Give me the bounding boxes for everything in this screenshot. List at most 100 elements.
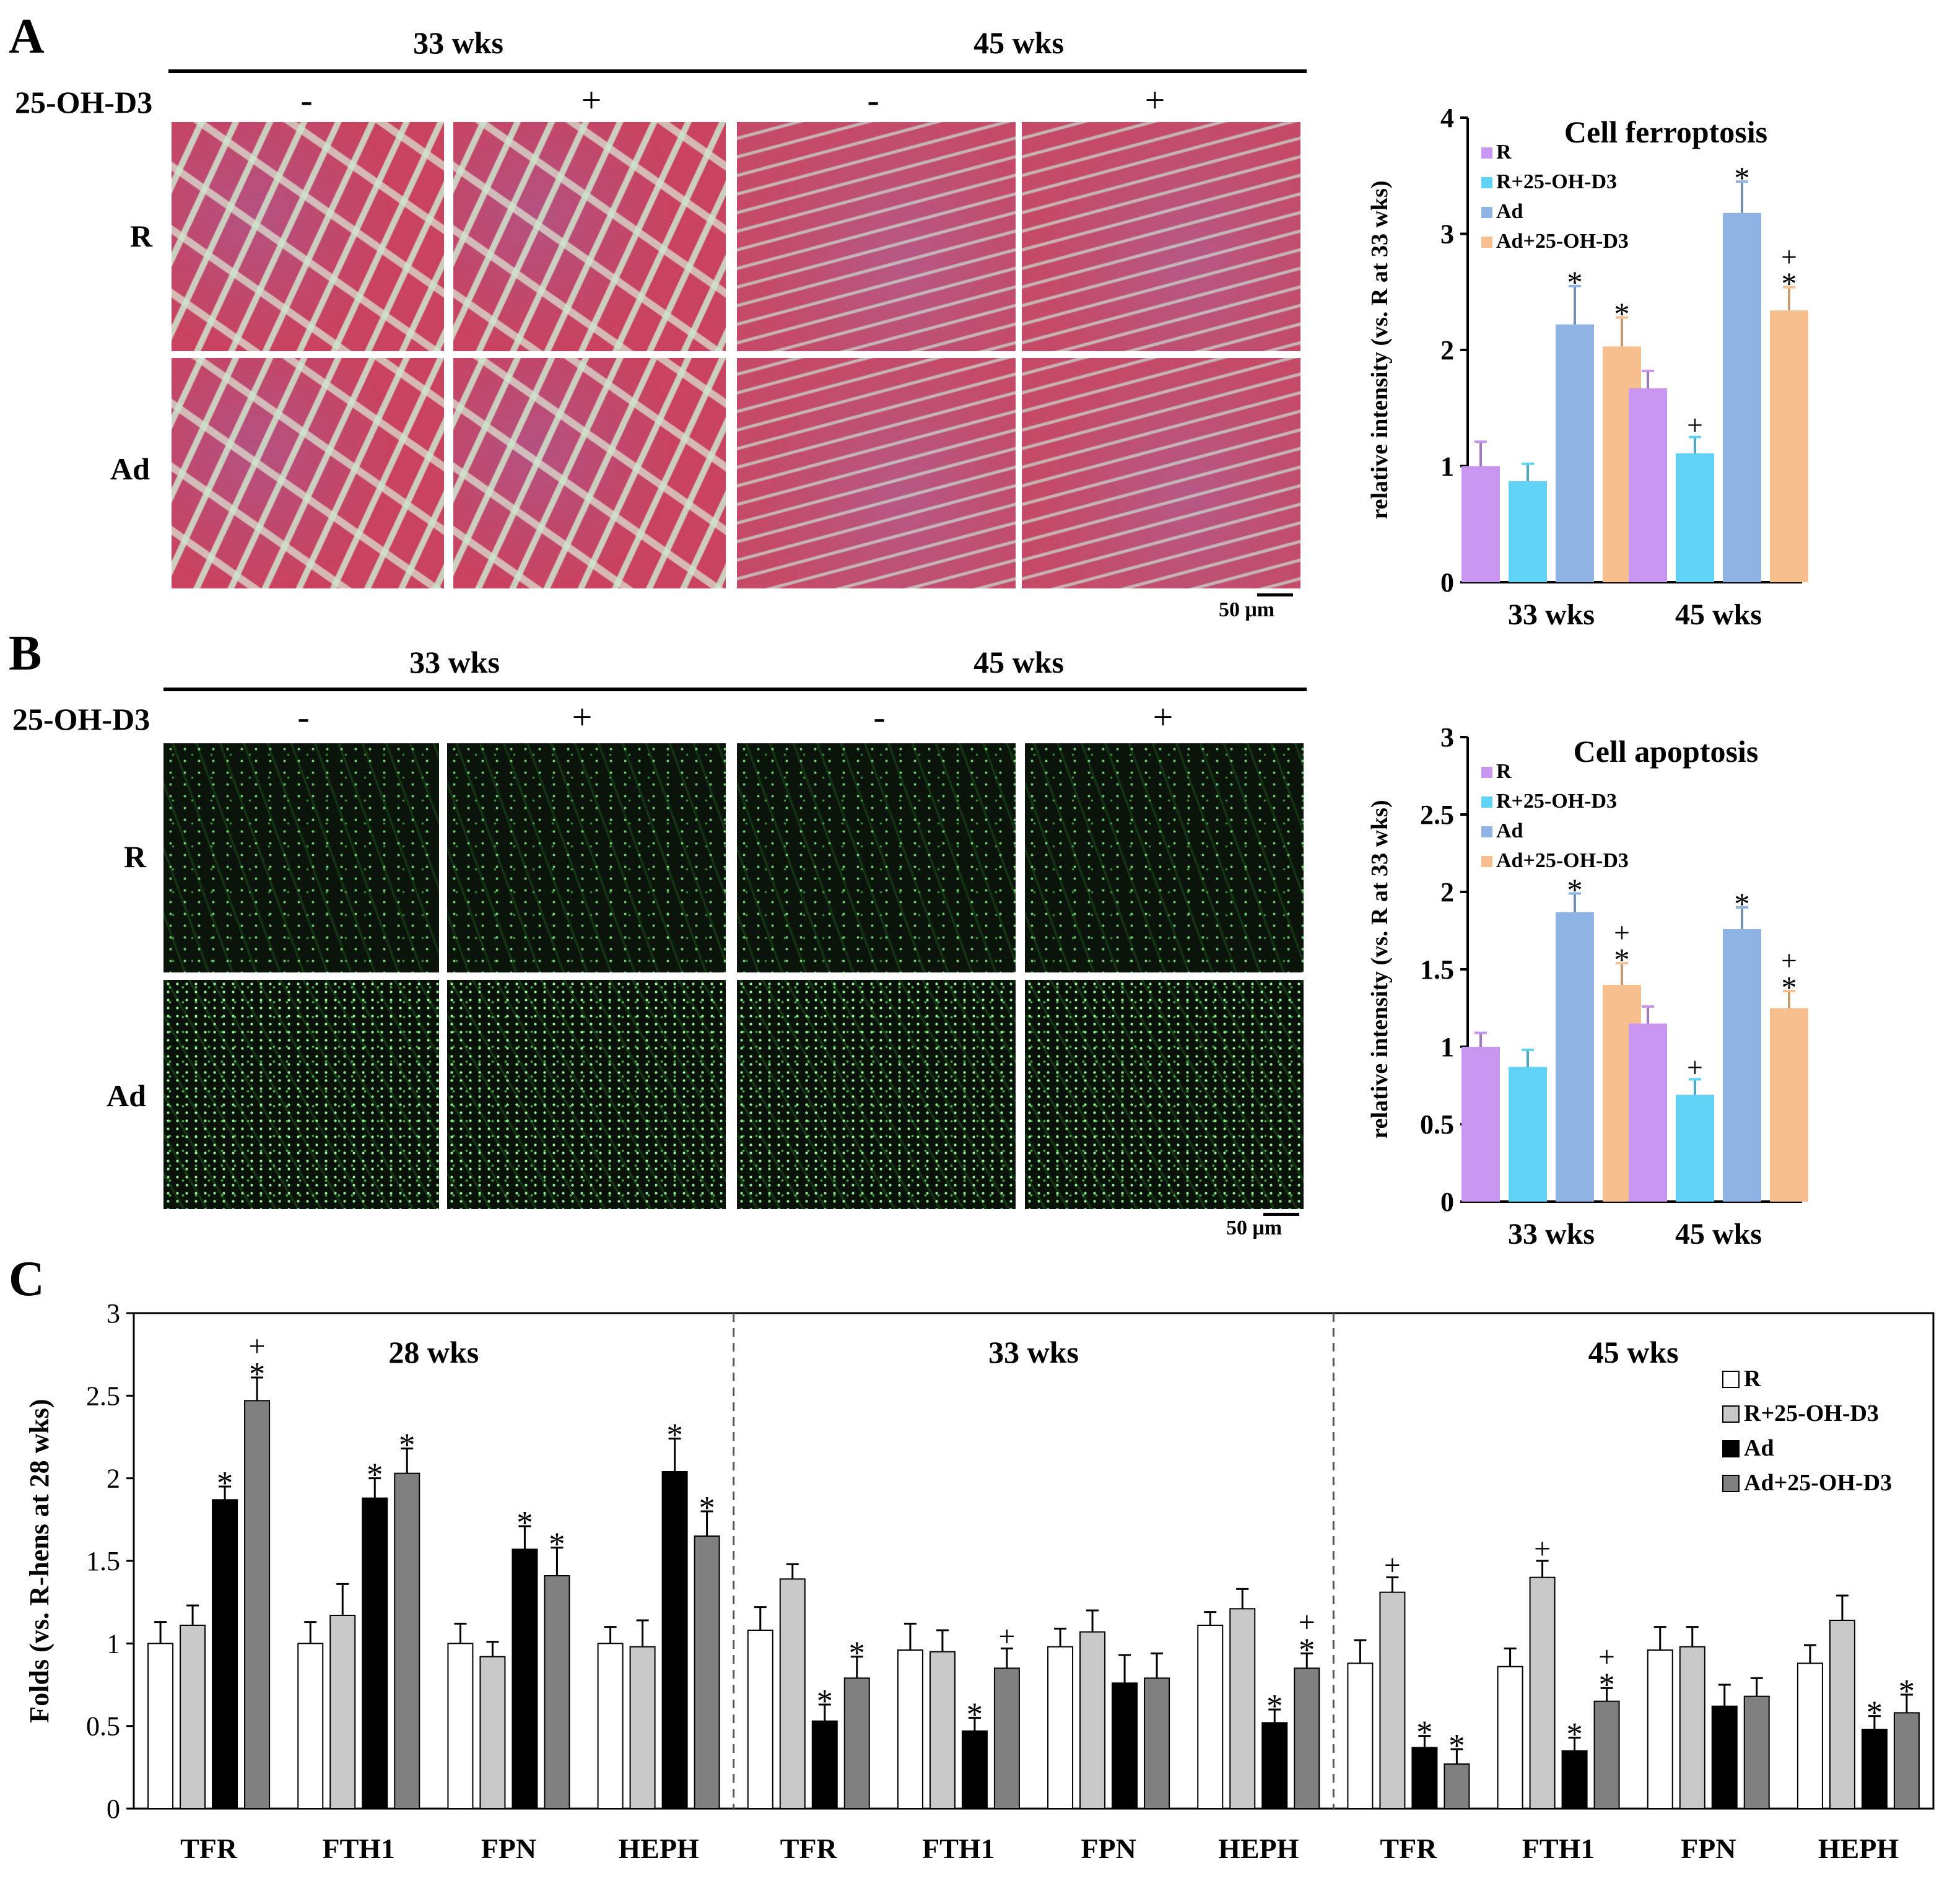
bar bbox=[1770, 310, 1808, 582]
panel-a-treatment-label: 25-OH-D3 bbox=[15, 85, 153, 120]
bar bbox=[1461, 1047, 1500, 1202]
panel-b-sign-4: + bbox=[1152, 697, 1174, 737]
significance-star: * bbox=[217, 1465, 233, 1501]
group-label: 33 wks bbox=[988, 1335, 1079, 1369]
legend-swatch bbox=[1481, 797, 1492, 808]
bar bbox=[447, 1643, 474, 1809]
x-tick-label: TFR bbox=[180, 1833, 238, 1864]
y-tick-label: 0.5 bbox=[86, 1711, 120, 1742]
panel-b-header-33: 33 wks bbox=[409, 645, 500, 679]
legend-label: R+25-OH-D3 bbox=[1744, 1400, 1879, 1426]
chart-title: Cell apoptosis bbox=[1574, 734, 1759, 769]
tunel-micrograph-r-33-control bbox=[163, 743, 439, 972]
he-micrograph-r-33-control bbox=[172, 122, 444, 351]
bar bbox=[1079, 1631, 1106, 1810]
panel-b-bracket-45 bbox=[731, 688, 1307, 691]
significance-star: * bbox=[849, 1636, 865, 1672]
legend-label: Ad bbox=[1744, 1435, 1774, 1461]
he-micrograph-ad-33-treated bbox=[453, 358, 726, 588]
bar bbox=[212, 1499, 238, 1809]
x-tick-label: HEPH bbox=[1818, 1833, 1899, 1864]
significance-star: * bbox=[967, 1697, 983, 1732]
legend-swatch bbox=[1722, 1405, 1740, 1423]
panel-a-sign-4: + bbox=[1144, 80, 1165, 120]
panel-b-letter: B bbox=[9, 626, 42, 681]
y-tick-label: 2.5 bbox=[86, 1381, 120, 1411]
significance-star: * bbox=[1866, 1695, 1883, 1731]
x-tick-label: FPN bbox=[1681, 1833, 1736, 1864]
significance-plus: + bbox=[1299, 1606, 1315, 1638]
y-tick-label: 1.5 bbox=[1420, 954, 1454, 985]
bar bbox=[597, 1643, 624, 1809]
significance-plus: + bbox=[999, 1620, 1016, 1653]
bar bbox=[362, 1497, 388, 1809]
panel-b-treatment-label: 25-OH-D3 bbox=[12, 702, 150, 736]
y-tick-label: 2 bbox=[1440, 335, 1454, 365]
x-tick-label: TFR bbox=[780, 1833, 838, 1864]
significance-plus: + bbox=[1687, 409, 1703, 441]
bar bbox=[1829, 1620, 1855, 1809]
x-tick-label: 33 wks bbox=[1508, 1218, 1595, 1251]
bar bbox=[1861, 1729, 1888, 1809]
bar bbox=[929, 1651, 956, 1810]
x-tick-label: 33 wks bbox=[1508, 598, 1595, 631]
he-micrograph-ad-33-control bbox=[172, 358, 444, 588]
significance-plus: + bbox=[249, 1330, 266, 1363]
legend-swatch bbox=[1481, 207, 1492, 218]
he-micrograph-r-45-control bbox=[737, 122, 1016, 351]
legend-swatch bbox=[1481, 237, 1492, 248]
panel-a-sign-1: - bbox=[300, 80, 313, 120]
bar bbox=[1112, 1682, 1138, 1809]
bar bbox=[1770, 1008, 1808, 1202]
legend-label: R bbox=[1496, 141, 1512, 164]
bar bbox=[629, 1646, 656, 1810]
y-axis-label: relative intensity (vs. R at 33 wks) bbox=[1367, 800, 1393, 1138]
bar bbox=[1676, 1094, 1714, 1202]
y-tick-label: 2.5 bbox=[1420, 800, 1454, 830]
bar bbox=[897, 1649, 923, 1809]
legend-swatch bbox=[1481, 177, 1492, 188]
tunel-micrograph-r-45-control bbox=[737, 743, 1016, 972]
significance-star: * bbox=[1614, 942, 1629, 977]
bar bbox=[1893, 1712, 1920, 1809]
significance-star: * bbox=[1266, 1688, 1283, 1724]
iron-genes-chart: Folds (vs. R-hens at 28 wks) 0 0.5 1 1.5 2 2.5… bbox=[24, 1298, 1935, 1864]
significance-star: * bbox=[1567, 265, 1582, 300]
x-tick-label: FTH1 bbox=[322, 1833, 395, 1864]
panel-a-sign-2: + bbox=[581, 80, 602, 120]
significance-star: * bbox=[1614, 297, 1629, 331]
y-axis-label: relative intensity (vs. R at 33 wks) bbox=[1367, 180, 1393, 519]
significance-star: * bbox=[1781, 266, 1797, 301]
bar bbox=[1711, 1705, 1738, 1810]
bar bbox=[1723, 212, 1761, 582]
significance-star: * bbox=[367, 1457, 383, 1493]
y-tick-label: 1 bbox=[1440, 1032, 1454, 1062]
bar bbox=[1629, 388, 1667, 582]
x-tick-label: HEPH bbox=[1218, 1833, 1299, 1864]
significance-star: * bbox=[817, 1684, 833, 1719]
significance-plus: + bbox=[1781, 241, 1797, 273]
bar bbox=[544, 1575, 570, 1809]
significance-star: * bbox=[399, 1428, 415, 1464]
panel-a-scale-bar-line bbox=[1257, 593, 1293, 596]
significance-star: * bbox=[1734, 886, 1749, 921]
significance-plus: + bbox=[1781, 945, 1797, 976]
panel-a-bracket-45 bbox=[731, 69, 1307, 73]
legend-label: Ad+25-OH-D3 bbox=[1496, 849, 1629, 872]
bar bbox=[147, 1643, 174, 1809]
panel-a-row-label-ad: Ad bbox=[110, 452, 150, 486]
significance-star: * bbox=[699, 1490, 715, 1526]
y-tick-label: 1 bbox=[107, 1628, 120, 1659]
panel-a-row-label-r: R bbox=[130, 219, 153, 253]
legend-label: R+25-OH-D3 bbox=[1496, 170, 1617, 193]
x-tick-label: 45 wks bbox=[1675, 598, 1762, 631]
group-label: 28 wks bbox=[388, 1335, 479, 1369]
legend-label: Ad+25-OH-D3 bbox=[1744, 1470, 1892, 1496]
y-tick-label: 3 bbox=[107, 1298, 120, 1329]
bar bbox=[1593, 1700, 1620, 1810]
bar bbox=[843, 1677, 870, 1809]
chart-title: Cell ferroptosis bbox=[1564, 115, 1767, 149]
panel-b-sign-2: + bbox=[572, 697, 593, 737]
panel-a-header-33: 33 wks bbox=[413, 25, 503, 60]
legend-swatch bbox=[1722, 1371, 1740, 1388]
